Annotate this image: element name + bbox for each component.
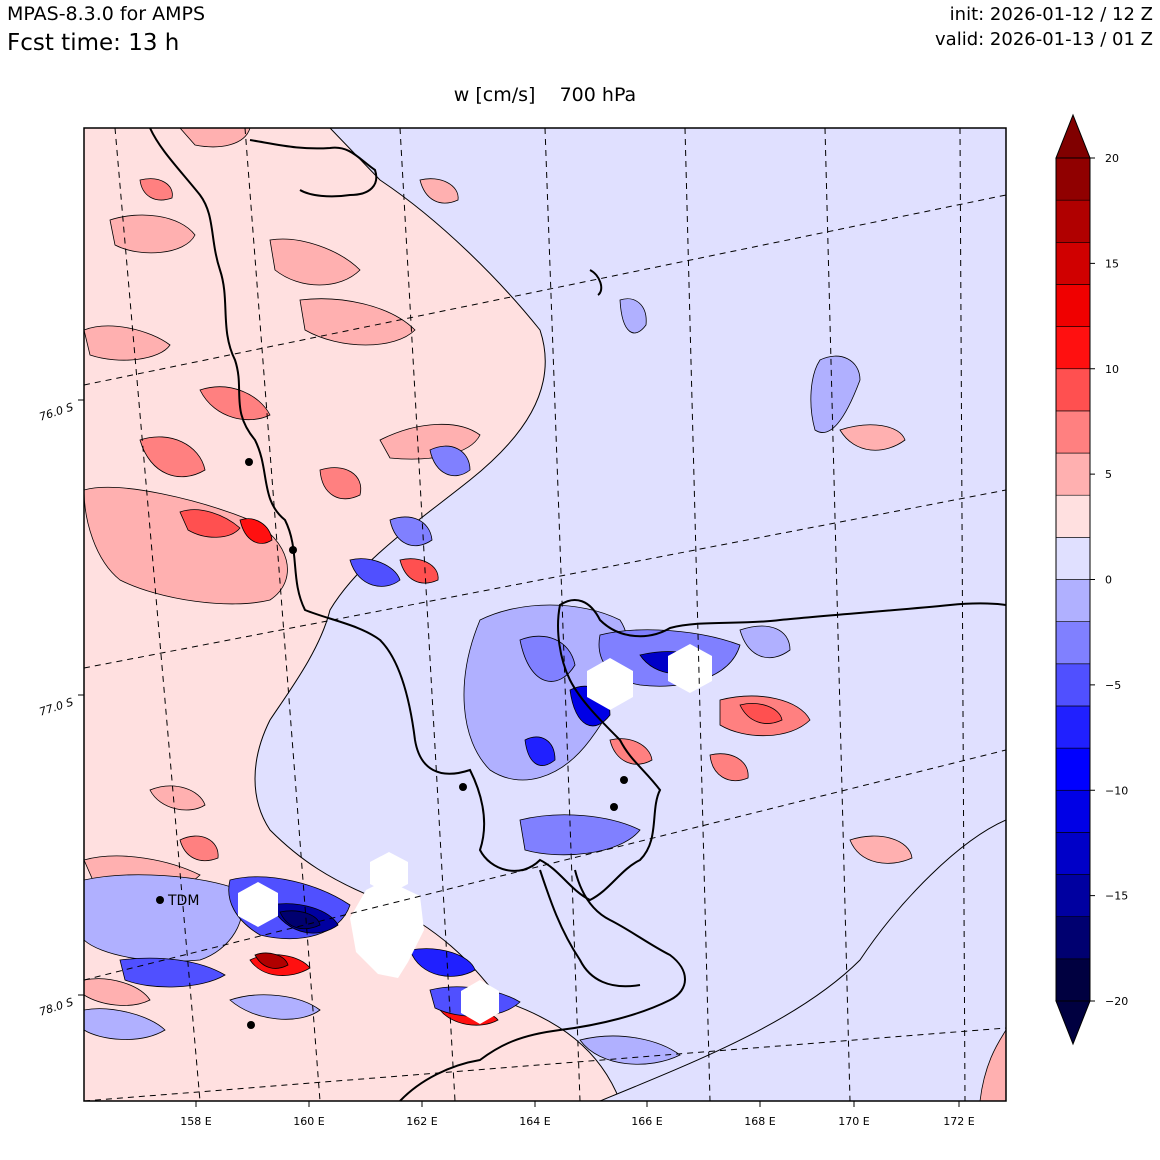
colorbar-band	[1055, 157, 1091, 201]
lon-tick: 164 E	[519, 1101, 551, 1128]
lon-tick-label: 168 E	[744, 1115, 775, 1128]
colorbar-band	[1055, 958, 1091, 1002]
lon-tick: 172 E	[943, 1101, 975, 1128]
colorbar-band	[1055, 494, 1091, 538]
colorbar-band	[1055, 284, 1091, 327]
lon-tick-label: 164 E	[519, 1115, 550, 1128]
init-time: init: 2026-01-12 / 12 Z	[949, 4, 1153, 25]
colorbar-band	[1055, 452, 1091, 496]
missing-data-cells	[238, 644, 712, 1024]
colorbar-band	[1055, 368, 1091, 412]
model-name: MPAS-8.3.0 for AMPS	[7, 3, 206, 25]
lon-tick-label: 166 E	[631, 1115, 662, 1128]
forecast-time: Fcst time: 13 h	[7, 30, 180, 56]
colorbar-band	[1055, 621, 1091, 665]
station-marker-tdm	[156, 896, 164, 904]
colorbar-tick-label: −10	[1105, 784, 1128, 797]
lon-tick-label: 162 E	[406, 1115, 437, 1128]
colorbar-under-arrow	[1055, 1000, 1091, 1046]
lon-tick: 166 E	[631, 1101, 663, 1128]
colorbar-band	[1055, 242, 1091, 285]
colorbar-tick-label: −20	[1105, 995, 1128, 1008]
lon-tick: 168 E	[744, 1101, 776, 1128]
map-frame	[83, 127, 1007, 1102]
lon-tick: 160 E	[293, 1101, 325, 1128]
colorbar-band	[1055, 916, 1091, 960]
station-marker	[610, 803, 618, 811]
lon-tick: 158 E	[180, 1101, 212, 1128]
lat-tick: 78.0 S	[38, 994, 84, 1019]
station-marker	[289, 546, 297, 554]
longitude-ticks: 158 E 160 E 162 E 164 E 166 E 168 E 170 …	[180, 1101, 975, 1128]
station-marker	[247, 1021, 255, 1029]
colorbar-band	[1055, 747, 1091, 791]
colorbar-tick-label: −5	[1105, 679, 1121, 692]
colorbar-band	[1055, 410, 1091, 454]
negative-w-region-south	[599, 819, 1006, 1101]
lat-tick-label: 76.0 S	[38, 400, 75, 423]
lon-tick-label: 160 E	[293, 1115, 324, 1128]
colorbar-band	[1055, 199, 1091, 243]
station-marker	[620, 776, 628, 784]
colorbar-band	[1055, 537, 1091, 580]
lon-tick-label: 170 E	[838, 1115, 869, 1128]
colorbar-band	[1055, 579, 1091, 622]
map-area: TDM	[84, 128, 1006, 1101]
station-marker	[245, 458, 253, 466]
colorbar-band	[1055, 832, 1091, 875]
stations: TDM	[156, 458, 628, 1029]
colorbar-bands	[1055, 157, 1091, 1002]
lat-tick: 76.0 S	[38, 399, 84, 424]
colorbar-band	[1055, 874, 1091, 917]
colorbar-band	[1055, 789, 1091, 833]
colorbar-tick-label: 20	[1105, 152, 1119, 165]
colorbar-tick-label: 0	[1105, 574, 1112, 587]
lat-tick: 77.0 S	[38, 694, 84, 719]
lon-tick-label: 172 E	[943, 1115, 974, 1128]
valid-time: valid: 2026-01-13 / 01 Z	[935, 29, 1153, 50]
plot-title: w [cm/s] 700 hPa	[453, 84, 637, 106]
colorbar-band	[1055, 663, 1091, 707]
updraft-patches	[84, 128, 1006, 1101]
colorbar-tick-label: 5	[1105, 468, 1112, 481]
station-marker	[459, 783, 467, 791]
colorbar-tick-label: −15	[1105, 890, 1128, 903]
colorbar-ticks: −20 −15 −10 −5 0 5 10 15 20	[1090, 152, 1128, 1008]
station-label-tdm: TDM	[167, 893, 199, 909]
colorbar-tick-label: 10	[1105, 363, 1119, 376]
colorbar-over-arrow	[1055, 113, 1091, 159]
lon-tick-label: 158 E	[180, 1115, 211, 1128]
colorbar: −20 −15 −10 −5 0 5 10 15 20	[1055, 113, 1128, 1046]
lon-tick: 170 E	[838, 1101, 870, 1128]
lon-tick: 162 E	[406, 1101, 438, 1128]
latitude-ticks: 76.0 S 77.0 S 78.0 S	[38, 399, 84, 1019]
colorbar-tick-label: 15	[1105, 257, 1119, 270]
colorbar-band	[1055, 705, 1091, 749]
coastline	[149, 128, 1006, 1101]
lat-tick-label: 78.0 S	[38, 995, 75, 1018]
lat-tick-label: 77.0 S	[38, 695, 75, 718]
colorbar-band	[1055, 326, 1091, 370]
